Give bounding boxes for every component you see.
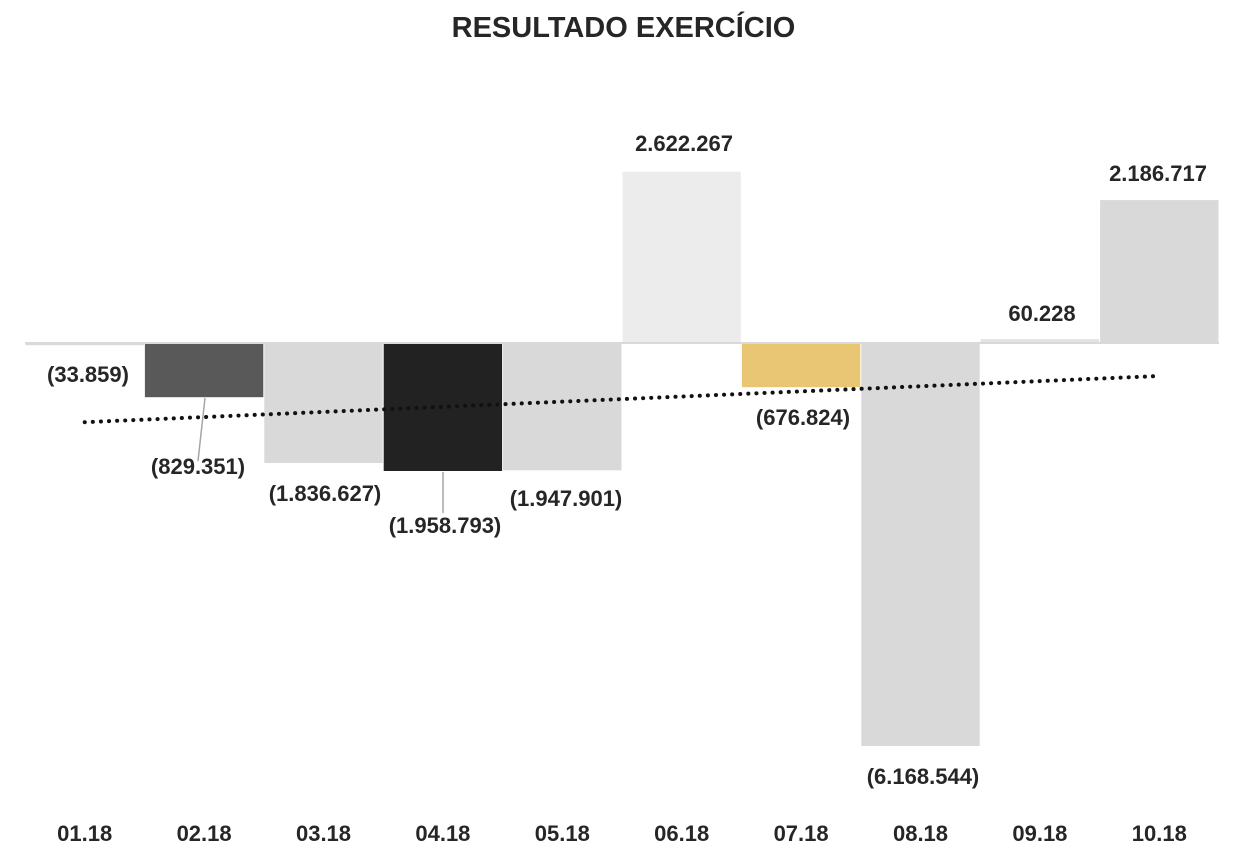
leader-line-02.18 bbox=[197, 397, 206, 462]
x-tick-label-09.18: 09.18 bbox=[1012, 821, 1067, 846]
x-tick-label-10.18: 10.18 bbox=[1132, 821, 1187, 846]
bar-10.18 bbox=[1100, 200, 1219, 343]
ticks-layer: 01.18 02.18 03.18 04.18 05.18 06.18 07.18 08.18… bbox=[57, 821, 1187, 846]
x-tick-label-03.18: 03.18 bbox=[296, 821, 351, 846]
bar-09.18 bbox=[980, 339, 1100, 343]
x-tick-label-02.18: 02.18 bbox=[177, 821, 232, 846]
x-tick-label-01.18: 01.18 bbox=[57, 821, 112, 846]
bar-05.18 bbox=[503, 343, 622, 471]
data-label-03.18: (1.836.627) bbox=[269, 481, 382, 506]
bar-06.18 bbox=[622, 171, 741, 343]
data-label-04.18: (1.958.793) bbox=[389, 513, 502, 538]
bar-02.18 bbox=[144, 343, 264, 398]
data-label-06.18: 2.622.267 bbox=[635, 131, 733, 156]
x-tick-label-04.18: 04.18 bbox=[415, 821, 470, 846]
x-tick-label-07.18: 07.18 bbox=[774, 821, 829, 846]
data-label-08.18: (6.168.544) bbox=[867, 764, 980, 789]
x-tick-label-08.18: 08.18 bbox=[893, 821, 948, 846]
data-label-05.18: (1.947.901) bbox=[510, 486, 623, 511]
bars-layer bbox=[25, 171, 1219, 746]
bar-07.18 bbox=[741, 343, 861, 388]
bar-01.18 bbox=[25, 343, 144, 346]
bar-08.18 bbox=[861, 343, 980, 746]
labels-layer: (33.859) (829.351) (1.836.627) (1.958.793) (… bbox=[47, 131, 1207, 789]
data-label-09.18: 60.228 bbox=[1008, 301, 1075, 326]
trend-layer bbox=[82, 374, 1162, 425]
data-label-01.18: (33.859) bbox=[47, 362, 129, 387]
x-tick-label-05.18: 05.18 bbox=[535, 821, 590, 846]
x-tick-label-06.18: 06.18 bbox=[654, 821, 709, 846]
data-label-10.18: 2.186.717 bbox=[1109, 161, 1207, 186]
trendline bbox=[82, 374, 1162, 425]
bar-03.18 bbox=[264, 343, 383, 463]
data-label-07.18: (676.824) bbox=[756, 405, 850, 430]
bar-04.18 bbox=[383, 343, 503, 471]
data-label-02.18: (829.351) bbox=[151, 454, 245, 479]
chart-title: RESULTADO EXERCÍCIO bbox=[451, 12, 796, 44]
